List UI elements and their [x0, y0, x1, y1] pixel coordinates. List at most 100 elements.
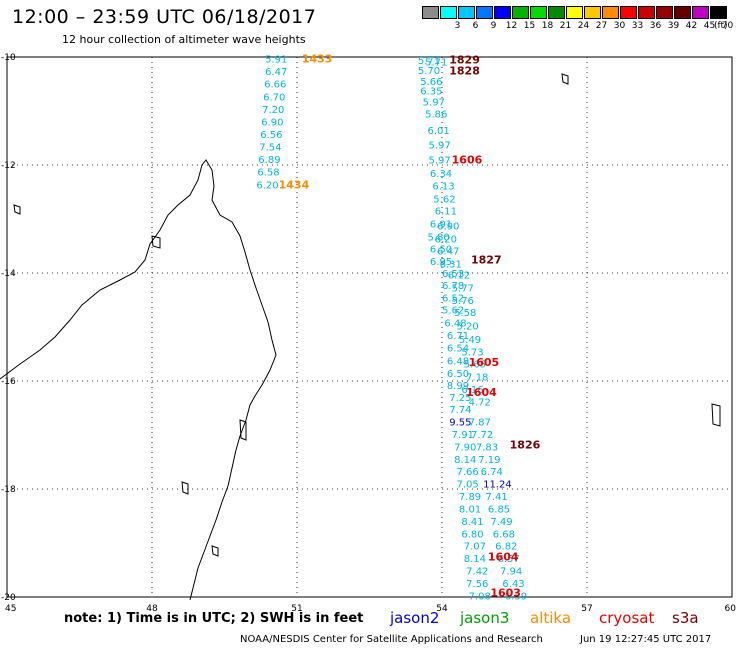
- swh-value-label: 5.62: [442, 306, 464, 317]
- swh-value-label: 5.73: [461, 347, 483, 358]
- swh-value-label: 6.52: [442, 293, 464, 304]
- pass-time-label: 1827: [471, 254, 502, 267]
- swh-value-label: 6.47: [437, 246, 459, 257]
- swh-value-label: 11.24: [483, 480, 512, 491]
- legend-swatch: [674, 6, 691, 19]
- lat-tick-label: -16: [1, 377, 16, 387]
- swh-value-label: 8.14: [454, 455, 476, 466]
- swh-value-label: 6.12: [448, 271, 470, 282]
- swh-value-label: 6.50: [447, 369, 469, 380]
- swh-value-label: 7.83: [476, 442, 498, 453]
- lon-tick-label: 54: [436, 604, 448, 614]
- swh-value-label: 6.57: [498, 554, 520, 565]
- swh-value-label: 5.76: [452, 296, 474, 307]
- island-outline: [181, 481, 189, 495]
- lon-tick-label: 48: [146, 604, 158, 614]
- swh-value-label: 7.05: [457, 480, 479, 491]
- swh-value-label: 5.70: [418, 66, 440, 77]
- swh-value-label: 5.91: [265, 55, 287, 66]
- swh-value-label: 5.97: [428, 156, 450, 167]
- units-note: note: 1) Time is in UTC; 2) SWH is in fe…: [64, 611, 364, 626]
- swh-value-label: 6.66: [264, 79, 286, 90]
- swh-value-label: 8.14: [464, 554, 486, 565]
- swh-value-label: 7.19: [478, 455, 500, 466]
- lat-tick-label: -12: [1, 161, 16, 171]
- swh-value-label: 6.31: [440, 259, 462, 270]
- legend-label: 18: [541, 21, 554, 31]
- island-outline: [239, 419, 247, 441]
- swh-value-label: 6.82: [495, 542, 517, 553]
- swh-value-label: 6.48: [444, 319, 466, 330]
- legend-swatch: [422, 6, 439, 19]
- lat-tick-label: -18: [1, 485, 16, 495]
- swh-value-label: 7.87: [469, 418, 491, 429]
- swh-value-label: 7.94: [500, 567, 522, 578]
- madagascar-coastline: [0, 159, 277, 601]
- pass-time-label: 1605: [469, 356, 500, 369]
- map-title: 12:00 – 23:59 UTC 06/18/2017: [12, 6, 317, 28]
- legend-unit: (ft): [714, 21, 728, 31]
- swh-value-label: 6.80: [461, 529, 483, 540]
- swh-value-label: 6.70: [263, 92, 285, 103]
- swh-value-label: 7.74: [449, 405, 471, 416]
- swh-value-label: 6.85: [488, 504, 510, 515]
- swh-value-label: 6.58: [257, 167, 279, 178]
- swh-value-label: 6.54: [447, 344, 469, 355]
- pass-time-label: 1433: [302, 53, 333, 66]
- legend-swatch: [692, 6, 709, 19]
- island-outline: [13, 204, 21, 215]
- pass-time-label: 1434: [279, 178, 310, 191]
- footer-timestamp: Jun 19 12:27:45 UTC 2017: [580, 634, 712, 645]
- legend-label: 42: [685, 21, 698, 31]
- swh-value-label: 6.11: [435, 206, 457, 217]
- swh-value-label: 6.16: [461, 385, 483, 396]
- legend-swatch: [584, 6, 601, 19]
- swh-value-label: 6.43: [502, 579, 524, 590]
- swh-value-label: 6.90: [437, 221, 459, 232]
- swh-value-label: 7.72: [471, 430, 493, 441]
- island-outline: [211, 545, 219, 557]
- legend-swatch: [602, 6, 619, 19]
- legend-label: 36: [649, 21, 662, 31]
- swh-value-label: 7.56: [466, 579, 488, 590]
- swh-value-label: 7.42: [466, 567, 488, 578]
- lat-tick-label: -20: [1, 593, 16, 603]
- swh-value-label: 6.90: [261, 117, 283, 128]
- swh-value-label: 6.35: [420, 86, 442, 97]
- map-subtitle: 12 hour collection of altimeter wave hei…: [62, 33, 306, 46]
- legend-label: 30: [613, 21, 626, 31]
- legend-label: 45: [703, 21, 716, 31]
- mission-jason3: jason3: [460, 609, 510, 627]
- swh-value-label: 5.97: [423, 97, 445, 108]
- swh-value-label: 6.59: [505, 591, 527, 602]
- swh-value-label: 5.62: [433, 194, 455, 205]
- lat-tick-label: -10: [1, 53, 16, 63]
- swh-value-label: 5.71: [425, 57, 447, 68]
- swh-value-label: 5.77: [452, 284, 474, 295]
- swh-value-label: 6.53: [442, 269, 464, 280]
- legend-label: 12: [505, 21, 518, 31]
- swh-value-label: 7.66: [457, 467, 479, 478]
- swh-value-label: 6.20: [256, 180, 278, 191]
- legend-label: 39: [667, 21, 680, 31]
- swh-value-label: 6.89: [258, 155, 280, 166]
- swh-value-label: 6.78: [442, 281, 464, 292]
- swh-value-label: 5.80: [428, 232, 450, 243]
- swh-value-label: 8.99: [447, 381, 469, 392]
- legend-label: 24: [577, 21, 590, 31]
- lat-tick-label: -14: [1, 269, 16, 279]
- legend-swatch: [440, 6, 457, 19]
- footer-credit: NOAA/NESDIS Center for Satellite Applica…: [240, 634, 543, 645]
- pass-time-label: 1603: [490, 587, 521, 600]
- swh-value-label: 7.18: [466, 373, 488, 384]
- island-outline: [711, 403, 721, 427]
- pass-time-label: 1828: [449, 65, 480, 78]
- legend-swatch: [620, 6, 637, 19]
- legend-label: 70: [721, 21, 734, 31]
- lon-tick-label: 45: [5, 604, 16, 614]
- lon-tick-label: 57: [581, 604, 592, 614]
- legend-swatch: [512, 6, 529, 19]
- swh-value-label: 6.13: [432, 182, 454, 193]
- swh-value-label: 5.71: [418, 56, 440, 67]
- pass-time-label: 1604: [466, 386, 497, 399]
